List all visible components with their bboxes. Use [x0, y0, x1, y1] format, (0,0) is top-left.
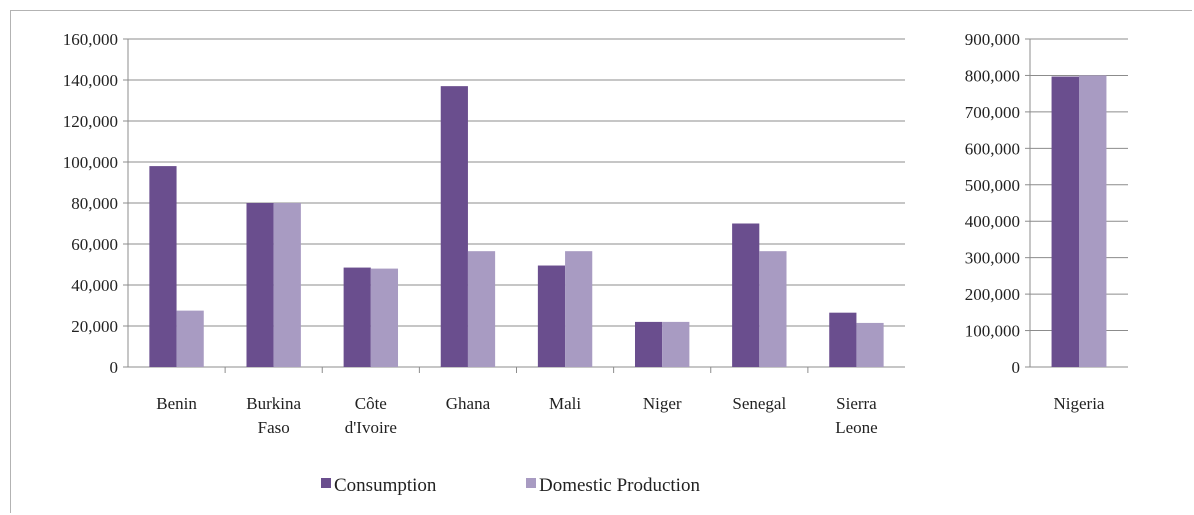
legend-label-consumption: Consumption: [334, 475, 437, 496]
right-y-tick-label: 400,000: [965, 212, 1020, 231]
left-bar-consumption: [440, 86, 468, 368]
left-bar-domestic-production: [176, 310, 204, 367]
left-bar-domestic-production: [662, 321, 690, 367]
left-bar-consumption: [343, 267, 371, 367]
left-y-tick-label: 20,000: [71, 317, 118, 336]
left-y-tick-label: 160,000: [63, 30, 118, 49]
left-bar-consumption: [732, 223, 760, 367]
left-y-tick-label: 120,000: [63, 112, 118, 131]
right-y-tick-label: 300,000: [965, 249, 1020, 268]
left-y-tick-label: 40,000: [71, 276, 118, 295]
left-y-tick-label: 0: [110, 358, 119, 377]
right-chart-panel: 0 100,000 200,000 300,000 400,000 500,000 600,…: [965, 30, 1128, 413]
left-category-label: Ghana: [446, 394, 491, 413]
left-y-tick-label: 140,000: [63, 71, 118, 90]
right-bar-domestic-production: [1079, 75, 1107, 367]
left-bar-domestic-production: [856, 322, 884, 367]
right-y-tick-label: 200,000: [965, 285, 1020, 304]
left-category-label: Senegal: [732, 394, 786, 413]
left-bar-domestic-production: [370, 268, 399, 367]
left-category-label: Niger: [643, 394, 682, 413]
left-bar-consumption: [537, 265, 566, 367]
left-category-label: Côte: [355, 394, 387, 413]
right-bar-consumption: [1051, 76, 1079, 367]
right-y-tick-label: 800,000: [965, 66, 1020, 85]
legend-swatch-consumption: [321, 478, 331, 488]
left-category-label: Burkina: [246, 394, 301, 413]
right-y-tick-label: 900,000: [965, 30, 1020, 49]
left-y-tick-label: 80,000: [71, 194, 118, 213]
legend-swatch-domestic-production: [526, 478, 536, 488]
left-bar-domestic-production: [759, 251, 787, 367]
right-y-tick-label: 0: [1012, 358, 1021, 377]
left-category-label: d'Ivoire: [345, 418, 397, 437]
left-bar-domestic-production: [273, 203, 301, 367]
chart-frame: [10, 10, 1192, 513]
legend-label-domestic-production: Domestic Production: [539, 475, 700, 496]
right-y-tick-label: 500,000: [965, 176, 1020, 195]
left-bar-consumption: [829, 312, 857, 367]
left-category-label: Mali: [549, 394, 581, 413]
right-category-label: Nigeria: [1054, 394, 1105, 413]
right-y-tick-label: 700,000: [965, 103, 1020, 122]
left-y-tick-label: 60,000: [71, 235, 118, 254]
left-bar-consumption: [634, 321, 663, 367]
left-y-tick-label: 100,000: [63, 153, 118, 172]
left-bar-domestic-production: [565, 251, 593, 367]
left-category-label: Sierra: [836, 394, 877, 413]
left-category-label: Leone: [835, 418, 877, 437]
left-category-label: Benin: [156, 394, 197, 413]
right-y-tick-label: 600,000: [965, 139, 1020, 158]
legend: Consumption Domestic Production: [321, 475, 700, 496]
left-bar-consumption: [246, 203, 274, 367]
right-y-tick-label: 100,000: [965, 322, 1020, 341]
left-category-label: Faso: [258, 418, 290, 437]
left-bar-domestic-production: [467, 251, 496, 367]
left-chart-panel: 0 20,000 40,000 60,000 80,000 100,000 120,000 1…: [63, 30, 905, 437]
left-bar-consumption: [149, 166, 177, 367]
